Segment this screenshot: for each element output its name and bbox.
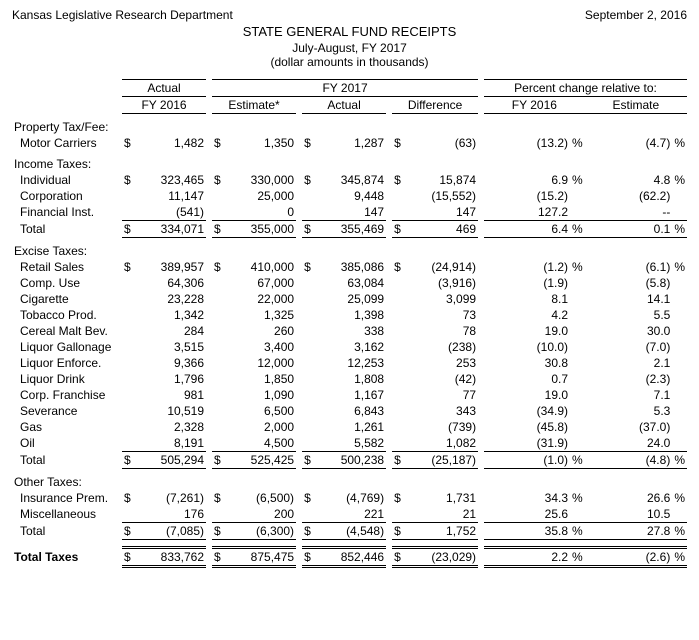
col-actual-fy2016: FY 2016 bbox=[122, 97, 206, 114]
table-row: Liquor Drink1,7961,8501,808(42)0.7(2.3) bbox=[12, 371, 687, 387]
col-pct-estimate: Estimate bbox=[585, 97, 687, 114]
table-row: Tobacco Prod.1,3421,3251,398734.25.5 bbox=[12, 307, 687, 323]
col-difference: Difference bbox=[392, 97, 478, 114]
table-row: Total$505,294$525,425$500,238$(25,187)(1… bbox=[12, 452, 687, 469]
table-row: Retail Sales$389,957$410,000$385,086$(24… bbox=[12, 259, 687, 275]
col-pct-fy2016: FY 2016 bbox=[484, 97, 585, 114]
section-header: Property Tax/Fee: bbox=[12, 114, 687, 136]
table-row: Cereal Malt Bev.2842603387819.030.0 bbox=[12, 323, 687, 339]
row-label: Miscellaneous bbox=[12, 506, 122, 523]
table-row: Total$334,071$355,000$355,469$4696.4%0.1… bbox=[12, 221, 687, 238]
row-label: Insurance Prem. bbox=[12, 490, 122, 506]
row-label: Tobacco Prod. bbox=[12, 307, 122, 323]
table-row: Liquor Gallonage3,5153,4003,162(238)(10.… bbox=[12, 339, 687, 355]
row-label: Motor Carriers bbox=[12, 135, 122, 151]
title-main: STATE GENERAL FUND RECEIPTS bbox=[12, 24, 687, 39]
row-label: Liquor Drink bbox=[12, 371, 122, 387]
row-label: Cigarette bbox=[12, 291, 122, 307]
section-header: Other Taxes: bbox=[12, 469, 687, 491]
title-period: July-August, FY 2017 bbox=[12, 41, 687, 55]
row-label: Total bbox=[12, 452, 122, 469]
row-label: Liquor Gallonage bbox=[12, 339, 122, 355]
table-row: Motor Carriers$1,482$1,350$1,287$(63)(13… bbox=[12, 135, 687, 151]
table-row: Liquor Enforce.9,36612,00012,25325330.82… bbox=[12, 355, 687, 371]
table-row: Corp. Franchise9811,0901,1677719.07.1 bbox=[12, 387, 687, 403]
row-label: Liquor Enforce. bbox=[12, 355, 122, 371]
row-label: Cereal Malt Bev. bbox=[12, 323, 122, 339]
table-row: Individual$323,465$330,000$345,874$15,87… bbox=[12, 172, 687, 188]
dept-name: Kansas Legislative Research Department bbox=[12, 8, 233, 22]
col-actual: Actual bbox=[302, 97, 386, 114]
colgroup-fy2017: FY 2017 bbox=[212, 80, 478, 97]
report-date: September 2, 2016 bbox=[585, 8, 687, 22]
table-row: Total Taxes$833,762$875,475$852,446$(23,… bbox=[12, 548, 687, 567]
table-row: Corporation11,14725,0009,448(15,552)(15.… bbox=[12, 188, 687, 204]
title-units: (dollar amounts in thousands) bbox=[12, 55, 687, 69]
table-row: Severance10,5196,5006,843343(34.9)5.3 bbox=[12, 403, 687, 419]
table-row: Comp. Use64,30667,00063,084(3,916)(1.9)(… bbox=[12, 275, 687, 291]
table-row: Insurance Prem.$(7,261)$(6,500)$(4,769)$… bbox=[12, 490, 687, 506]
table-row: Financial Inst.(541)0147147127.2-- bbox=[12, 204, 687, 221]
row-label: Comp. Use bbox=[12, 275, 122, 291]
row-label: Corp. Franchise bbox=[12, 387, 122, 403]
table-row: Cigarette23,22822,00025,0993,0998.114.1 bbox=[12, 291, 687, 307]
row-label: Individual bbox=[12, 172, 122, 188]
receipts-table: Actual FY 2017 Percent change relative t… bbox=[12, 79, 687, 568]
row-label: Retail Sales bbox=[12, 259, 122, 275]
row-label: Gas bbox=[12, 419, 122, 435]
colgroup-actual: Actual bbox=[122, 80, 206, 97]
table-row: Oil8,1914,5005,5821,082(31.9)24.0 bbox=[12, 435, 687, 452]
colgroup-pct: Percent change relative to: bbox=[484, 80, 687, 97]
row-label: Severance bbox=[12, 403, 122, 419]
col-estimate: Estimate* bbox=[212, 97, 296, 114]
row-label: Financial Inst. bbox=[12, 204, 122, 221]
table-row: Total$(7,085)$(6,300)$(4,548)$1,75235.8%… bbox=[12, 523, 687, 540]
table-row: Gas2,3282,0001,261(739)(45.8)(37.0) bbox=[12, 419, 687, 435]
row-label: Total Taxes bbox=[12, 548, 122, 567]
section-header: Excise Taxes: bbox=[12, 238, 687, 260]
row-label: Total bbox=[12, 523, 122, 540]
row-label: Corporation bbox=[12, 188, 122, 204]
row-label: Oil bbox=[12, 435, 122, 452]
table-row: Miscellaneous1762002212125.610.5 bbox=[12, 506, 687, 523]
row-label: Total bbox=[12, 221, 122, 238]
section-header: Income Taxes: bbox=[12, 151, 687, 172]
